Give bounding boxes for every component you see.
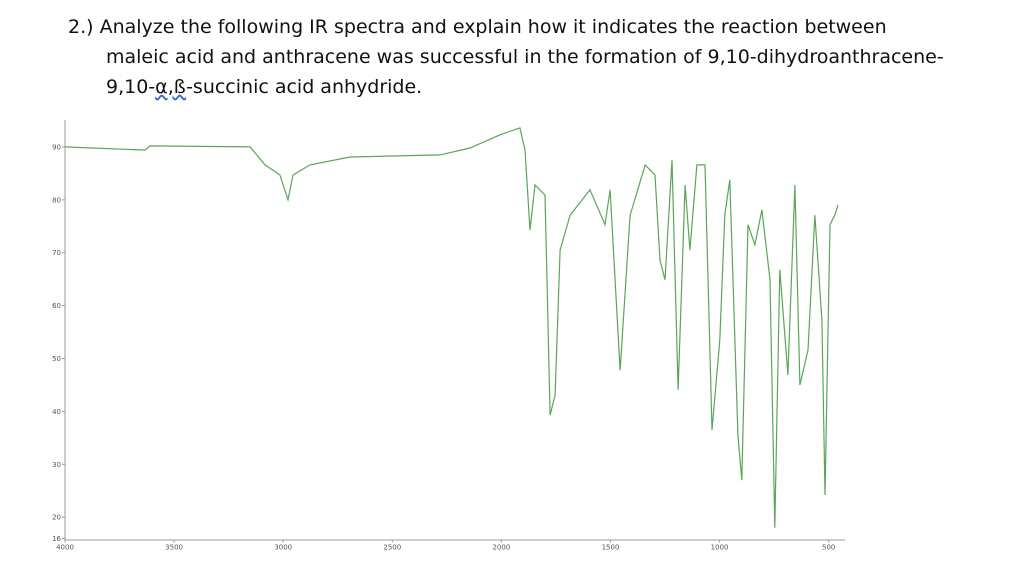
x-tick-label: 4000 (56, 543, 74, 551)
question-line: 2.) Analyze the following IR spectra and… (68, 16, 887, 38)
x-tick-label: 2000 (492, 543, 510, 551)
text: α,ß (155, 76, 187, 98)
x-tick-label: 1000 (711, 543, 729, 551)
y-tick-label: 30 (52, 461, 61, 469)
y-tick-label: 90 (52, 143, 61, 151)
text: -succinic acid anhydride. (186, 76, 423, 98)
x-tick-label: 1500 (602, 543, 620, 551)
x-tick-label: 2500 (383, 543, 401, 551)
spectrum-line (64, 127, 839, 528)
y-tick-label: 20 (52, 514, 61, 522)
x-tick-label: 3000 (274, 543, 292, 551)
text: 9,10- (106, 76, 156, 98)
y-tick-label: 60 (52, 302, 61, 310)
x-tick-label: 3500 (165, 543, 183, 551)
y-tick-label: 70 (52, 249, 61, 257)
question: 2.) Analyze the following IR spectra and… (68, 12, 944, 102)
y-tick-label: 40 (52, 408, 61, 416)
y-tick-label: 80 (52, 196, 61, 204)
x-tick-label: 500 (822, 543, 835, 551)
question-line: 9,10-α,ß-succinic acid anhydride. (68, 72, 944, 102)
y-tick-label: 50 (52, 355, 61, 363)
question-line: maleic acid and anthracene was successfu… (106, 46, 944, 68)
y-tick-label: 16 (52, 535, 61, 543)
